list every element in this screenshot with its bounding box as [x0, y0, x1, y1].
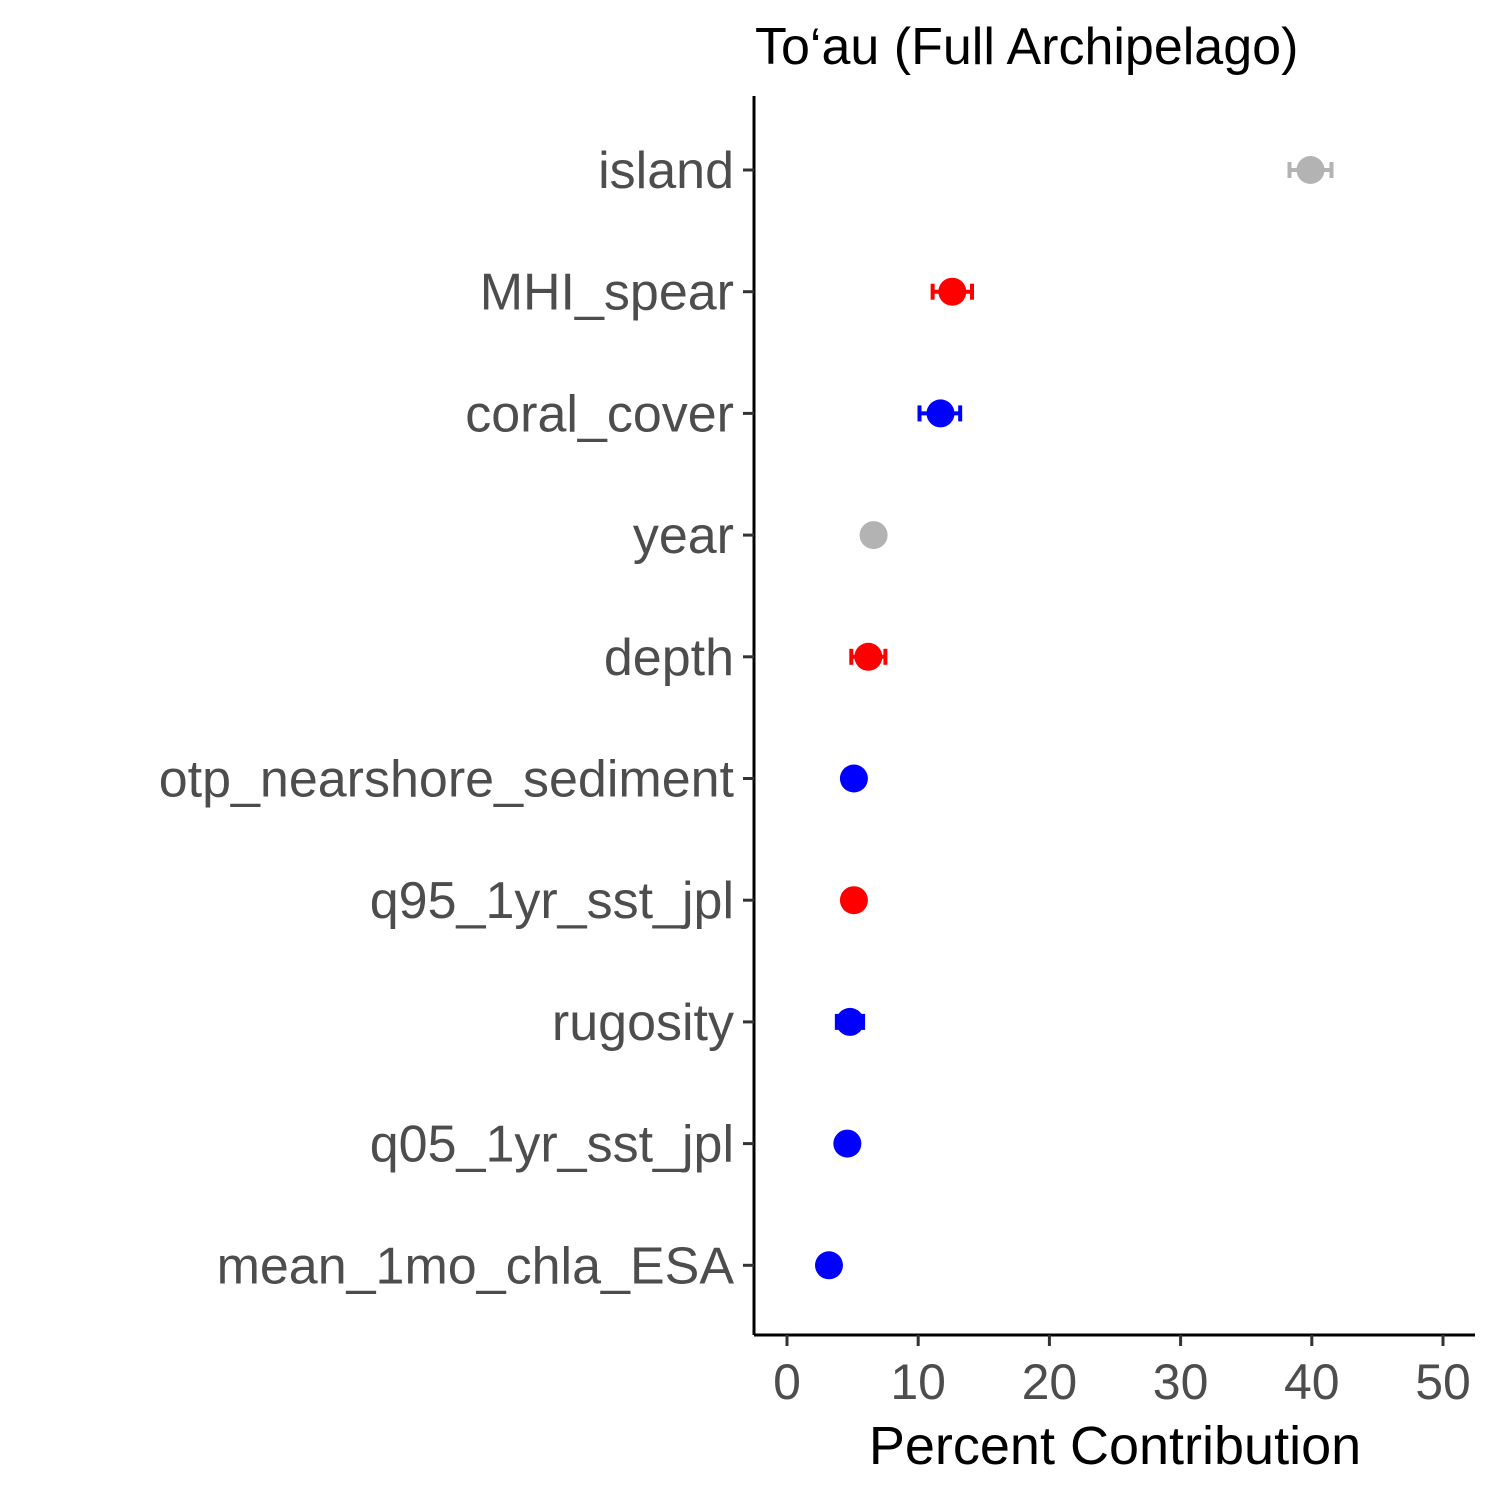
x-tick-label: 30: [1153, 1354, 1209, 1410]
y-tick-label: MHI_spear: [480, 264, 734, 322]
data-point: [938, 277, 967, 306]
y-tick-label: depth: [604, 629, 734, 687]
y-tick-label: year: [633, 507, 734, 565]
y-tick-label: q95_1yr_sst_jpl: [370, 872, 734, 930]
data-point: [839, 886, 868, 915]
x-tick-label: 40: [1284, 1354, 1340, 1410]
data-point: [926, 399, 955, 428]
x-axis: 0 10 20 30 40 50: [754, 1333, 1475, 1410]
data-point: [854, 642, 883, 671]
data-points: [814, 156, 1334, 1280]
data-point: [835, 1007, 864, 1036]
y-tick-label: island: [598, 142, 734, 200]
data-point: [839, 764, 868, 793]
y-tick-label: otp_nearshore_sediment: [159, 751, 735, 809]
x-tick-label: 10: [890, 1354, 946, 1410]
chart-title: To‘au (Full Archipelago): [755, 18, 1298, 76]
x-axis-label: Percent Contribution: [869, 1416, 1361, 1476]
x-tick-label: 20: [1022, 1354, 1078, 1410]
data-point: [1296, 156, 1325, 184]
data-point: [859, 521, 888, 550]
x-tick-label: 0: [773, 1354, 801, 1410]
y-tick-label: q05_1yr_sst_jpl: [370, 1116, 734, 1174]
x-tick-label: 50: [1415, 1354, 1471, 1410]
data-point: [814, 1251, 843, 1280]
y-tick-label: mean_1mo_chla_ESA: [217, 1237, 735, 1295]
data-point: [833, 1129, 862, 1158]
y-tick-label: coral_cover: [465, 385, 734, 443]
y-tick-label: rugosity: [552, 994, 734, 1052]
